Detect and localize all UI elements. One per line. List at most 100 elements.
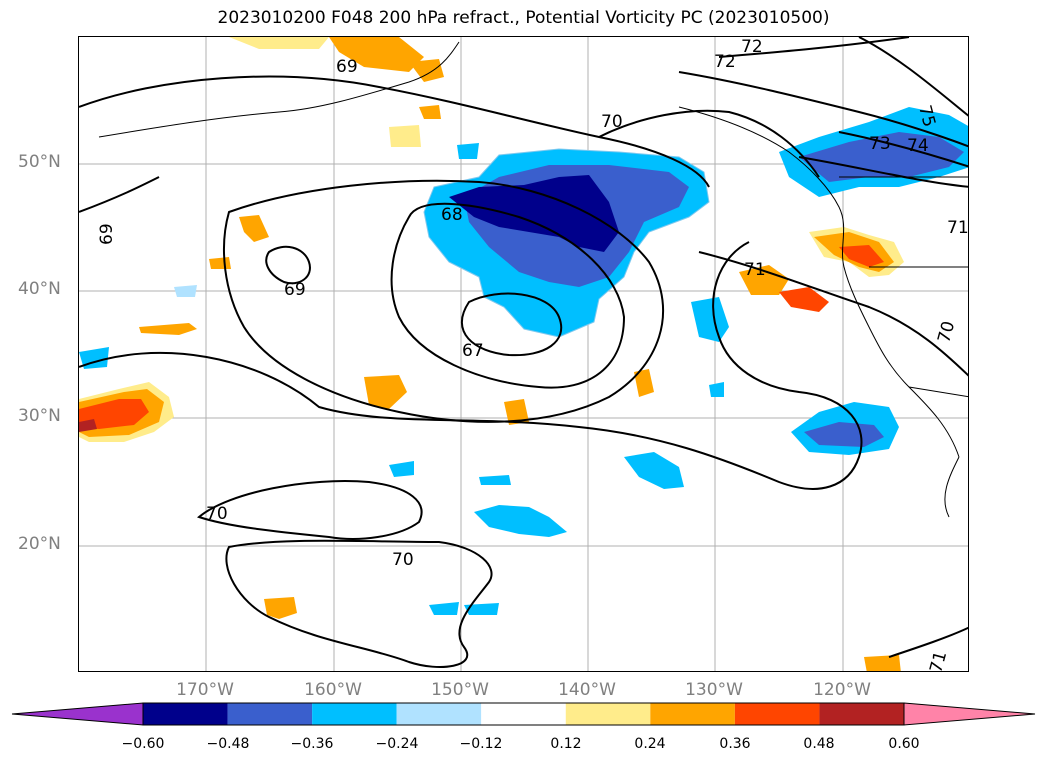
colorbar: −0.60 −0.48 −0.36 −0.24 −0.12 0.12 0.24 …	[0, 700, 1047, 760]
pv-positive-areas	[79, 37, 904, 671]
colorbar-extend-min	[11, 702, 144, 726]
pv-neg-s-large	[474, 505, 567, 537]
pv-neg-small7	[479, 475, 511, 485]
colorbar-tick: −0.48	[206, 736, 250, 752]
contour-label: 71	[947, 218, 969, 238]
colorbar-segment	[312, 703, 397, 725]
pv-pos-small7	[504, 399, 529, 425]
colorbar-tick: 0.36	[719, 736, 751, 752]
contour-labels: 72 72 69 70 75 73 74 68 69 69 71 71 70 6…	[97, 37, 969, 672]
contour-label: 69	[97, 223, 117, 245]
colorbar-outline	[142, 702, 905, 726]
contour-label: 74	[907, 136, 929, 156]
contour-label: 72	[741, 37, 763, 57]
contour-label: 71	[744, 260, 766, 280]
pv-pos-coast	[739, 265, 789, 295]
pv-pos-small1	[139, 323, 197, 335]
colorbar-tick: 0.60	[888, 736, 920, 752]
contour-label: 71	[926, 649, 951, 672]
pv-neg-small2	[389, 461, 414, 477]
pv-neg-small8	[709, 382, 724, 397]
pv-pos-small9	[209, 257, 231, 269]
contour-line-72	[718, 37, 910, 58]
pv-pos-west-dark	[79, 419, 97, 432]
contour-line-70-north	[598, 109, 820, 178]
coastline-baja	[944, 456, 960, 518]
contour-label: 68	[441, 205, 463, 225]
contour-line-71-east	[698, 251, 968, 377]
colorbar-segments	[11, 702, 1036, 726]
colorbar-tick: −0.24	[375, 736, 419, 752]
map-panel: 72 72 69 70 75 73 74 68 69 69 71 71 70 6…	[78, 36, 969, 672]
colorbar-segment	[819, 703, 904, 725]
border-us-mexico	[908, 386, 968, 398]
colorbar-segment	[227, 703, 313, 725]
pv-pos-ne-core	[839, 245, 884, 267]
lon-label-170w: 170°W	[176, 680, 234, 700]
colorbar-segment	[396, 703, 482, 725]
contour-line-68-loop	[390, 202, 626, 389]
contour-line-70-main	[79, 241, 863, 490]
pv-neg-ne-core	[799, 132, 964, 182]
pv-pos-small5	[634, 369, 654, 397]
contour-line-71-se	[888, 626, 968, 658]
contour-label: 72	[714, 52, 736, 72]
pv-neg-small4	[464, 603, 499, 615]
colorbar-tick: −0.12	[459, 736, 503, 752]
contour-line-74	[838, 131, 968, 168]
contour-line-69-north	[79, 75, 710, 188]
contour-label: 70	[934, 319, 959, 345]
colorbar-tick: 0.48	[803, 736, 835, 752]
gridlines	[79, 37, 968, 671]
pv-pos-west-core	[79, 399, 149, 429]
colorbar-segment	[650, 703, 735, 725]
pv-pos-alaska2	[229, 37, 329, 49]
contour-line-70-south	[196, 480, 423, 540]
pv-neg-small5	[457, 143, 479, 159]
colorbar-extend-max	[903, 702, 1036, 726]
colorbar-segment	[565, 703, 651, 725]
pv-pos-small2	[364, 375, 407, 409]
pv-pos-small4	[864, 655, 901, 671]
colorbar-segment	[143, 703, 228, 725]
pv-neg-se-core	[804, 422, 884, 447]
pv-neg-mid-right	[691, 297, 729, 342]
contour-label: 69	[336, 57, 358, 77]
pv-pos-small8	[239, 215, 269, 242]
pv-pos-small10	[389, 125, 421, 147]
colorbar-tick: 0.24	[634, 736, 666, 752]
coastline-canada	[678, 106, 845, 268]
colorbar-strip	[11, 702, 1036, 726]
contour-lines	[79, 37, 968, 668]
lon-label-130w: 130°W	[685, 680, 743, 700]
pv-pos-alaska1	[329, 37, 424, 72]
colorbar-tick: −0.36	[290, 736, 334, 752]
contour-label: 73	[869, 134, 891, 154]
pv-pos-alaska3	[409, 59, 444, 82]
pv-pos-small6	[419, 105, 441, 119]
contour-label: 70	[392, 550, 414, 570]
pv-pos-small3	[264, 597, 297, 619]
contour-line-75	[858, 37, 968, 117]
pv-neg-s-patch2	[624, 452, 684, 489]
contour-label: 67	[462, 341, 484, 361]
contour-label: 70	[206, 504, 228, 524]
contour-line-70-south2	[225, 539, 493, 668]
colorbar-segment	[734, 703, 820, 725]
contour-label: 69	[284, 280, 306, 300]
lat-label-30n: 30°N	[18, 406, 61, 426]
lat-label-20n: 20°N	[18, 534, 61, 554]
contour-line-73	[798, 156, 968, 188]
map-canvas: 72 72 69 70 75 73 74 68 69 69 71 71 70 6…	[79, 37, 969, 672]
map-title: 2023010200 F048 200 hPa refract., Potent…	[217, 8, 830, 28]
pv-neg-small6	[174, 285, 197, 297]
coastline-west-us	[843, 266, 960, 458]
pv-pos-coast2	[779, 287, 829, 312]
lon-label-120w: 120°W	[813, 680, 871, 700]
coastlines	[98, 41, 968, 518]
contour-line-69-west	[79, 176, 160, 213]
colorbar-tick: −0.60	[121, 736, 165, 752]
pv-neg-small3	[429, 602, 459, 615]
lon-label-150w: 150°W	[431, 680, 489, 700]
colorbar-segment	[481, 703, 566, 725]
